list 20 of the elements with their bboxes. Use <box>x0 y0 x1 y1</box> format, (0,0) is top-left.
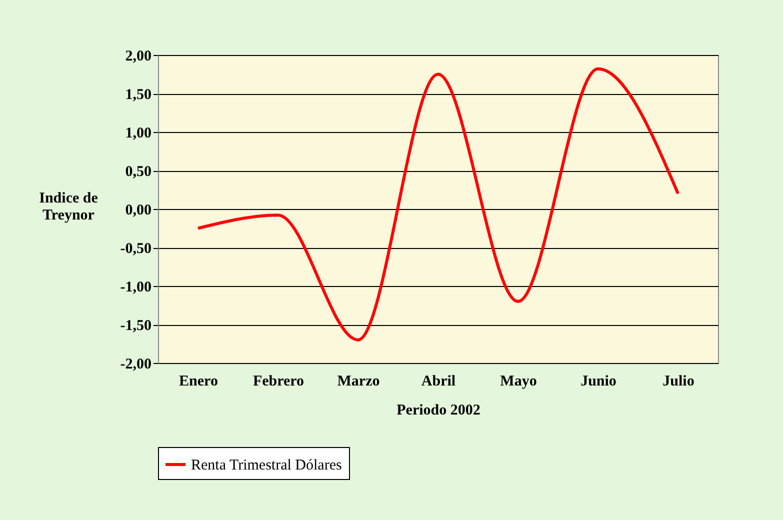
x-tick-label: Mayo <box>500 374 537 390</box>
y-axis-title: Indice de Treynor <box>39 190 98 224</box>
line-series <box>196 67 680 342</box>
y-tick-label: 0,00 <box>125 202 152 218</box>
x-tick-label: Abril <box>421 374 456 390</box>
x-tick-label: Febrero <box>252 374 304 390</box>
y-tick-label: 1,00 <box>125 126 152 142</box>
y-tick-label: -0,50 <box>120 241 152 257</box>
y-tick-label: 1,50 <box>125 87 152 103</box>
x-tick-label: Junio <box>580 374 616 390</box>
y-tick-label: -1,50 <box>120 318 152 334</box>
legend-label: Renta Trimestral Dólares <box>191 458 342 474</box>
x-tick-label: Julio <box>662 374 694 390</box>
x-tick-label: Enero <box>179 374 218 390</box>
y-tick-label: -2,00 <box>120 356 152 372</box>
x-tick-label: Marzo <box>337 374 380 390</box>
y-tick-label: 0,50 <box>125 164 152 180</box>
y-tick-label: 2,00 <box>125 48 152 64</box>
y-tick-label: -1,00 <box>120 280 152 296</box>
x-axis-title: Periodo 2002 <box>396 402 480 418</box>
